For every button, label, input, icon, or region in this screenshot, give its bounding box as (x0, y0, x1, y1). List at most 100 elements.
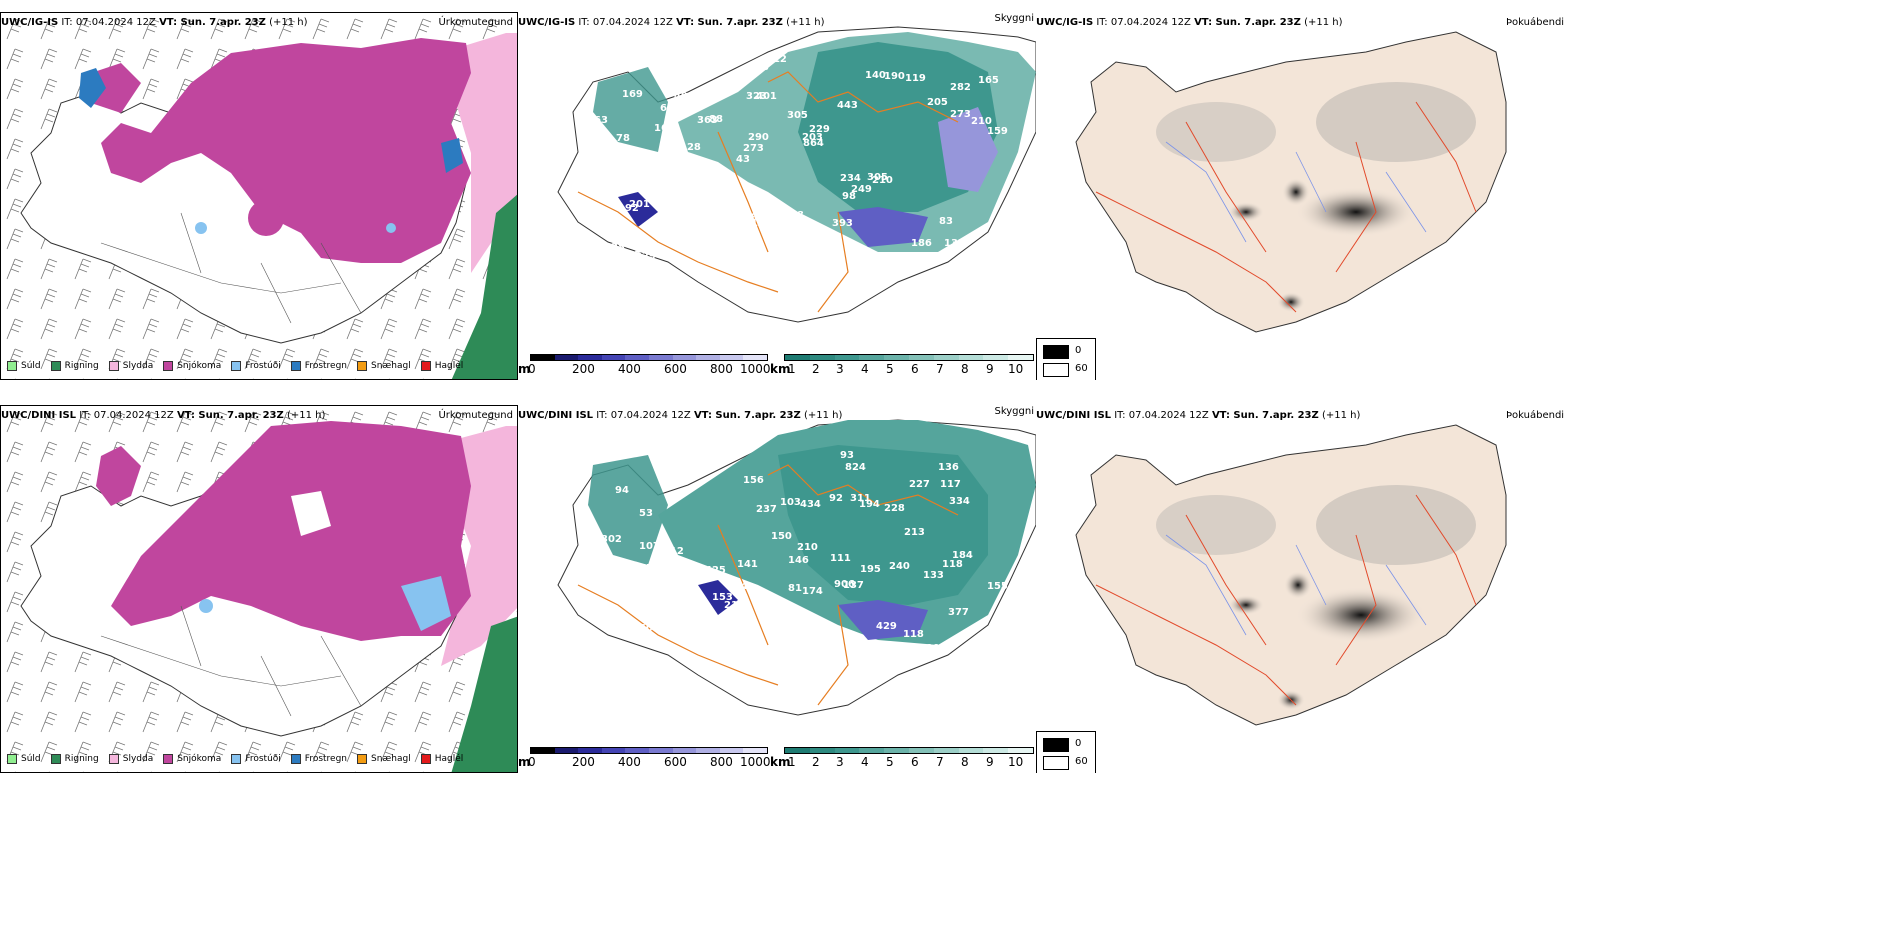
scale-tick: 3 (836, 755, 844, 769)
cloudbase-value: 132 (944, 238, 965, 249)
scale-tick: 1 (788, 755, 796, 769)
visibility-colorbar (784, 354, 1034, 361)
cloudbase-value: 194 (859, 499, 880, 510)
cloudbase-value: 128 (680, 142, 701, 153)
cloudbase-value: 165 (978, 75, 999, 86)
cloudbase-value: 305 (787, 110, 808, 121)
fog-map-top (1075, 31, 1507, 333)
scale-tick: 200 (572, 362, 595, 376)
cloudbase-value: 198 (655, 614, 676, 625)
cloudbase-value: 290 (748, 132, 769, 143)
cloudbase-value: 63 (660, 103, 674, 114)
cloudbase-value: 114 (663, 221, 684, 232)
cloudbase-value: 140 (865, 70, 886, 81)
precip-legend: Súld Rigning Slydda Snjókoma Frostúði Fr… (7, 751, 463, 767)
scale-tick: 5 (886, 362, 894, 376)
cloudbase-value: 249 (851, 184, 872, 195)
panel-title: UWC/IG-IS IT: 07.04.2024 12Z VT: Sun. 7.… (1, 17, 308, 28)
cloudbase-value: 158 (620, 590, 641, 601)
cloudbase-value: 174 (802, 586, 823, 597)
cloudbase-numbers-top: 1327828243443200323305201889961144012292… (594, 54, 1008, 262)
scale-tick: 600 (664, 362, 687, 376)
scale-tick: 400 (618, 755, 641, 769)
cloudbase-value: 63 (594, 115, 608, 126)
scale-tick: 8 (961, 362, 969, 376)
cloudbase-value: 425 (705, 565, 726, 576)
cloudbase-value: 160 (632, 623, 653, 634)
legend-item: Snjókoma (163, 358, 221, 374)
panel-title: UWC/IG-IS IT: 07.04.2024 12Z VT: Sun. 7.… (1036, 17, 1343, 28)
precip-legend: Súld Rigning Slydda Snjókoma Frostúði Fr… (7, 358, 463, 374)
legend-item: Haglél (420, 358, 463, 374)
cloudbase-value: 92 (829, 493, 843, 504)
cloudbase-value: 118 (903, 629, 924, 640)
cloudbase-value: 227 (909, 479, 930, 490)
cloudbase-value: 156 (743, 475, 764, 486)
cloudbase-scale-bottom: m 0 200 400 600 800 1000 (518, 747, 771, 769)
visibility-map-bottom: 195 90 906 94 377 53 198 425 228 103 194 118 211 156 1… (557, 419, 1036, 716)
cloudbase-value: 273 (950, 109, 971, 120)
scale-tick: 400 (618, 362, 641, 376)
cloudbase-value: 404 (790, 249, 811, 260)
cloudbase-value: 93 (840, 450, 854, 461)
precip-type-map-bottom (1, 406, 517, 772)
legend-item: Frostregn (290, 358, 347, 374)
cloudbase-value: 210 (797, 542, 818, 553)
scale-tick: 9 (986, 755, 994, 769)
cloudbase-value: 621 (677, 564, 698, 575)
legend-item: Frostregn (290, 751, 347, 767)
cloudbase-value: 228 (884, 503, 905, 514)
cloudbase-value: 108 (748, 62, 769, 73)
cloudbase-value: 150 (771, 531, 792, 542)
visibility-label: Skyggni (994, 406, 1034, 417)
cloudbase-value: 161 (654, 123, 675, 134)
cloudbase-colorbar (530, 354, 768, 361)
cloudbase-value: 111 (830, 553, 851, 564)
scale-tick: 600 (664, 755, 687, 769)
cloudbase-value: 211 (724, 600, 745, 611)
fog-label: Þokuábendi (1506, 17, 1565, 28)
cloudbase-value: 195 (860, 564, 881, 575)
cloudbase-value: 118 (783, 210, 804, 221)
scale-tick: 200 (572, 755, 595, 769)
cloudbase-value: 81 (788, 583, 802, 594)
scale-tick: 6 (911, 362, 919, 376)
scale-tick: 800 (710, 755, 733, 769)
cloudbase-value: 184 (952, 550, 973, 561)
cloudbase-value: 133 (923, 570, 944, 581)
cloudbase-value: 117 (940, 479, 961, 490)
cloudbase-value: 186 (911, 238, 932, 249)
cloudbase-value: 234 (840, 173, 861, 184)
visibility-panel-top: UWC/IG-IS IT: 07.04.2024 12Z VT: Sun. 7.… (518, 12, 1036, 380)
fog-map-bottom (1075, 424, 1507, 726)
cloudbase-value: 195 (926, 643, 947, 654)
cloudbase-value: 155 (987, 581, 1008, 592)
cloudbase-value: 112 (766, 54, 787, 65)
cloudbase-value: 864 (803, 138, 824, 149)
legend-item: Haglél (420, 751, 463, 767)
panel-title: UWC/DINI ISL IT: 07.04.2024 12Z VT: Sun.… (1, 410, 326, 421)
cloudbase-value: 94 (615, 485, 629, 496)
scale-tick: 5 (886, 755, 894, 769)
visibility-map-top: 1327828243443200323305201889961144012292… (557, 26, 1036, 323)
visibility-unit: km (770, 755, 791, 769)
cloudbase-value: 125 (751, 218, 772, 229)
cloudbase-value: 122 (715, 619, 736, 630)
fog-panel-bottom: UWC/DINI ISL IT: 07.04.2024 12Z VT: Sun.… (1036, 405, 1900, 773)
visibility-unit: km (770, 362, 791, 376)
precip-type-panel-bottom: UWC/DINI ISL IT: 07.04.2024 12Z VT: Sun.… (0, 405, 518, 773)
cloudbase-value: 103 (780, 497, 801, 508)
cloudbase-value: 90 (653, 558, 667, 569)
cloudbase-value: 181 (660, 210, 681, 221)
cloudbase-value: 101 (634, 244, 655, 255)
cloudbase-value: 311 (850, 493, 871, 504)
cloudbase-value: 334 (949, 496, 970, 507)
cloudbase-scale-top: m 0 200 400 600 800 1000 (518, 354, 771, 376)
cloudbase-value: 429 (876, 621, 897, 632)
cloudbase-value: 86 (601, 248, 615, 259)
scale-tick: 1 (788, 362, 796, 376)
cloudbase-value: 169 (622, 89, 643, 100)
cloudbase-value: 275 (632, 563, 653, 574)
cloudbase-value: 296 (744, 212, 765, 223)
cloudbase-value: 107 (639, 541, 660, 552)
